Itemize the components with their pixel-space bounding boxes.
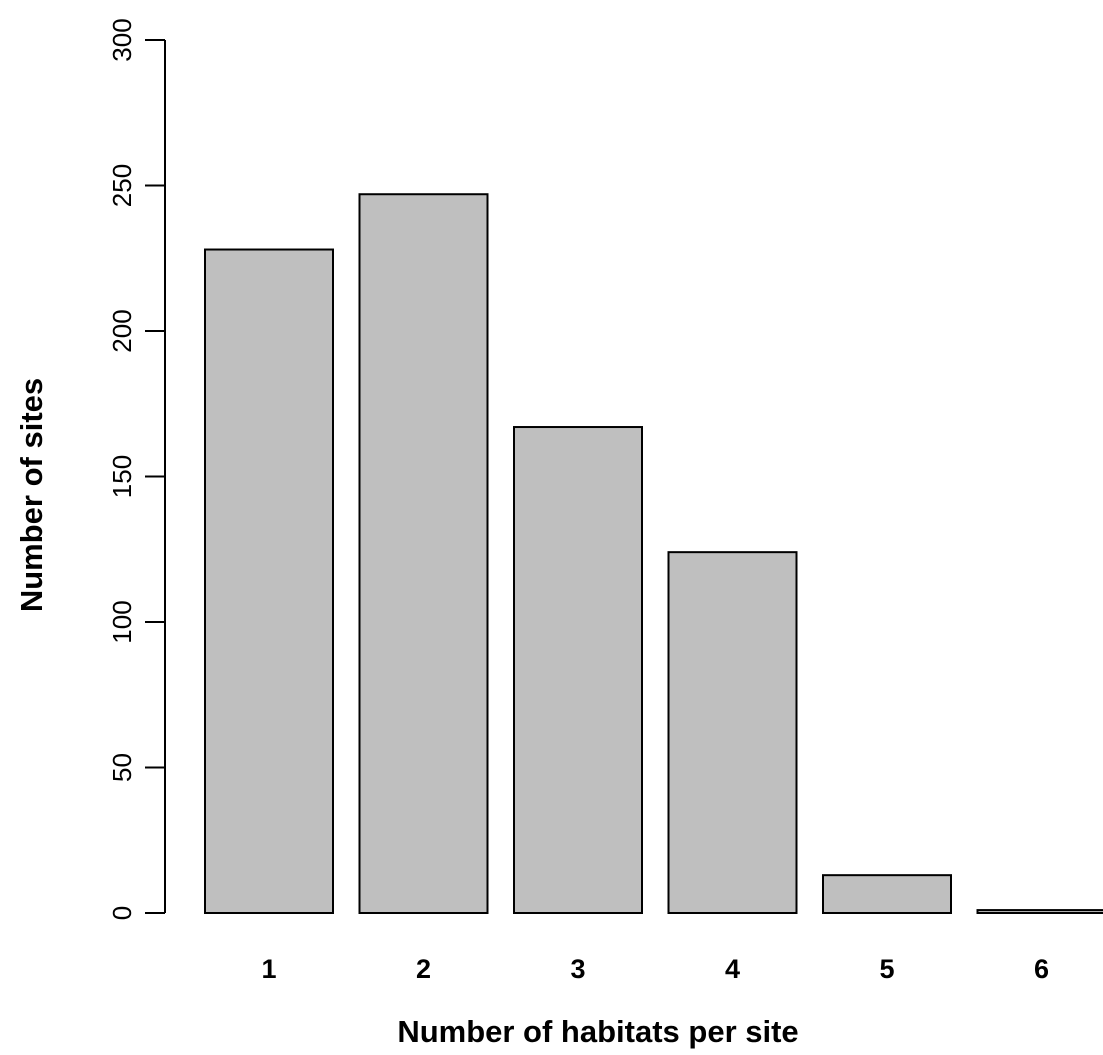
bar-4	[667, 551, 798, 914]
y-tick-label-200: 200	[107, 309, 137, 352]
bar-5	[822, 874, 952, 914]
x-tick-labels: 1 2 3 4 5 6	[261, 954, 1049, 984]
bar-1	[204, 248, 334, 914]
x-tick-label-6: 6	[1034, 954, 1049, 984]
y-axis: 0 50 100 150 200 250 300	[107, 18, 166, 920]
y-tick-label-50: 50	[107, 753, 137, 782]
y-tick-label-300: 300	[107, 18, 137, 61]
x-tick-label-1: 1	[261, 954, 276, 984]
x-tick-label-3: 3	[570, 954, 585, 984]
y-tick-label-0: 0	[107, 906, 137, 920]
bar-2	[358, 193, 489, 915]
bar-6	[976, 909, 1103, 915]
y-tick-label-100: 100	[107, 600, 137, 643]
y-tick-label-150: 150	[107, 455, 137, 498]
bar-3	[513, 426, 643, 914]
y-tick-label-250: 250	[107, 164, 137, 207]
y-axis-title: Number of sites	[14, 378, 49, 612]
x-tick-label-4: 4	[725, 954, 740, 984]
x-tick-label-5: 5	[879, 954, 894, 984]
x-tick-label-2: 2	[416, 954, 431, 984]
x-axis-title: Number of habitats per site	[397, 1014, 798, 1049]
bars-group	[204, 193, 1103, 915]
